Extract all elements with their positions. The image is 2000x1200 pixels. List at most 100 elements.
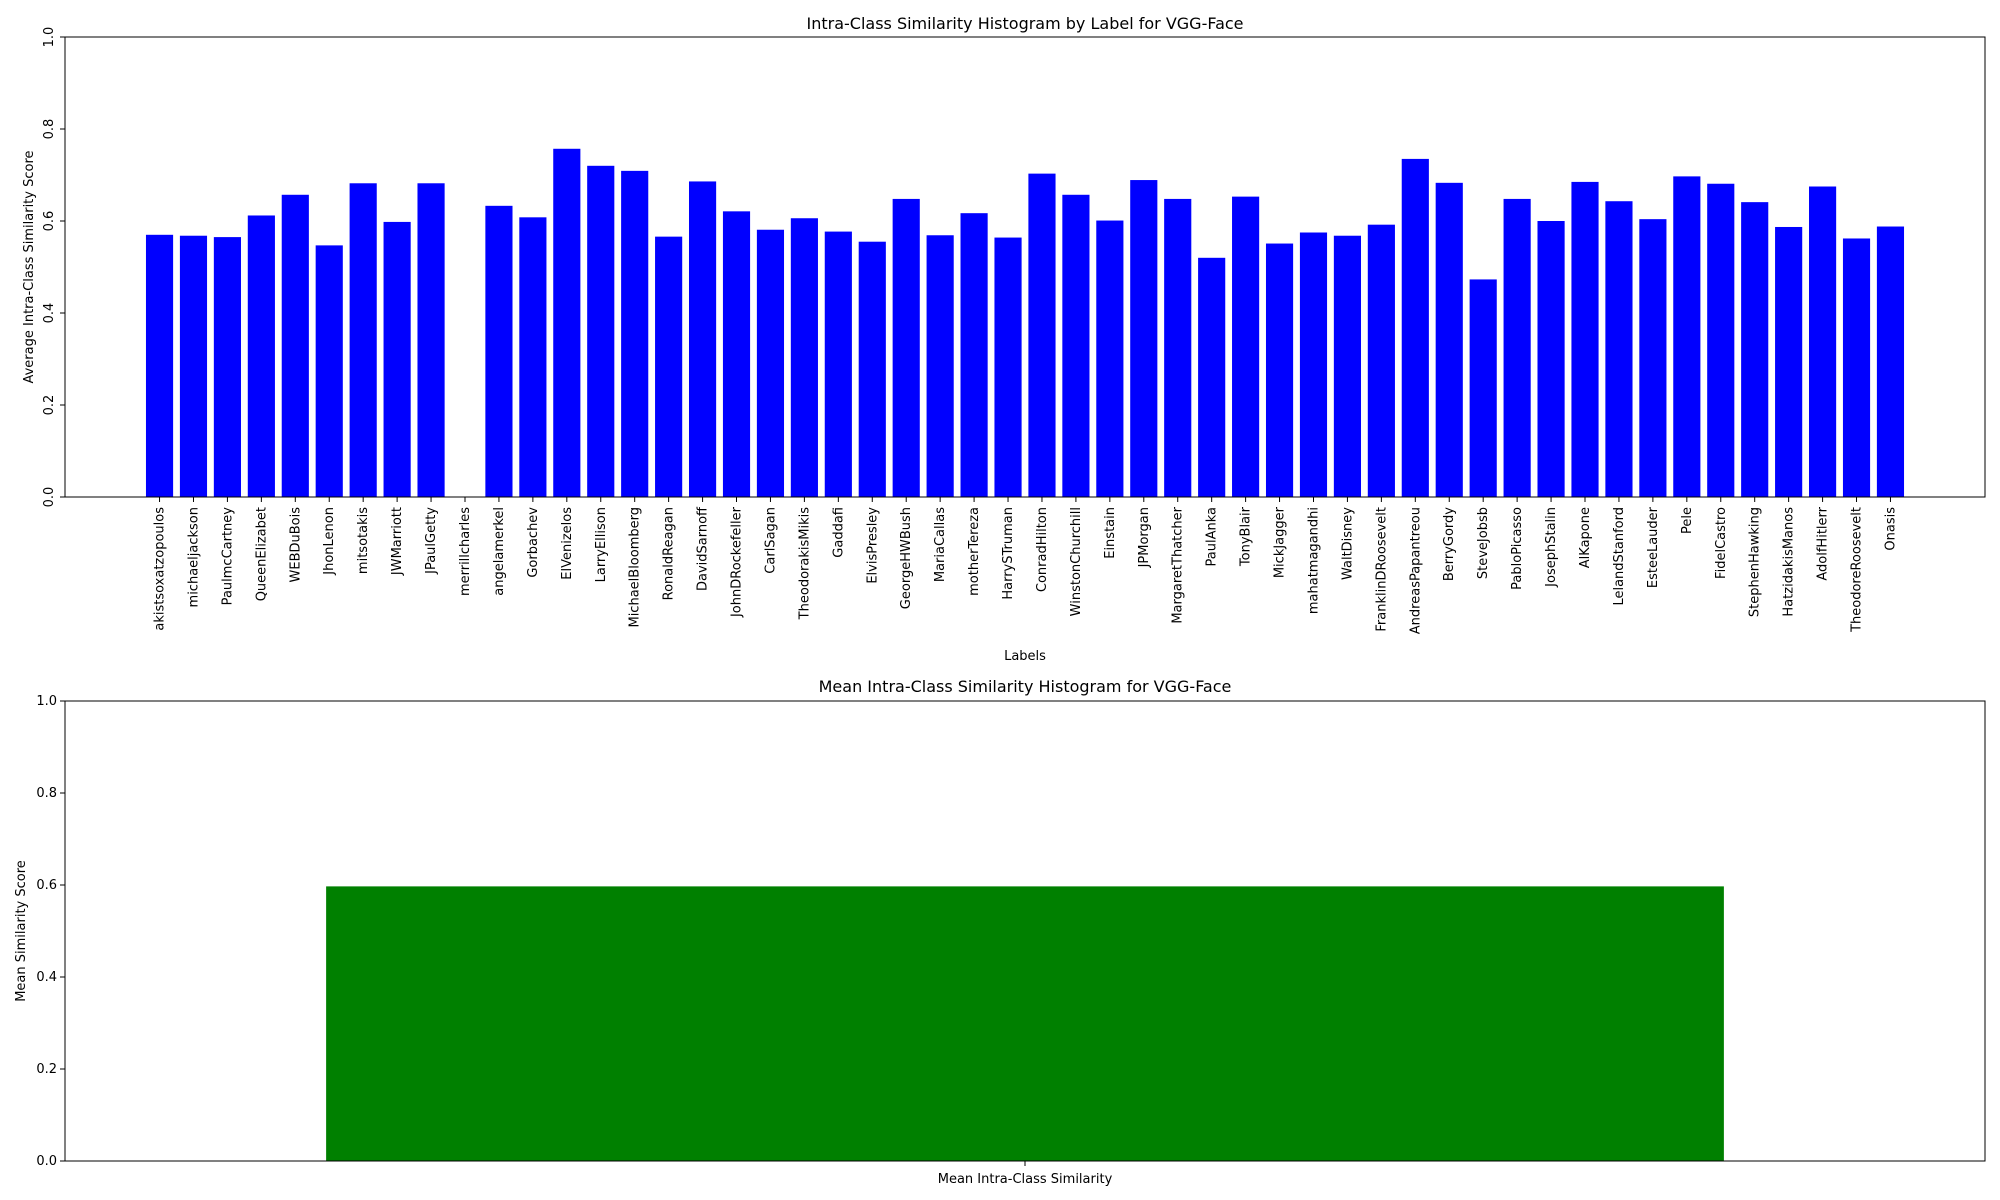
y-axis-label: Average Intra-Class Similarity Score [22, 150, 37, 383]
x-tick-label: ConradHilton [1035, 507, 1050, 592]
bar [1639, 219, 1667, 497]
x-tick-label: SteveJobsb [1476, 507, 1491, 579]
bar [722, 211, 751, 497]
x-tick-label: Mean Intra-Class Similarity [938, 1172, 1113, 1187]
x-tick-label: MickJagger [1273, 506, 1288, 578]
x-tick-label: TheodorakisMikis [797, 507, 812, 621]
x-tick-label: MariaCallas [933, 507, 948, 582]
bar [213, 237, 241, 497]
bar [315, 245, 343, 497]
bar [1062, 194, 1090, 497]
y-axis-label: Mean Similarity Score [14, 860, 29, 1002]
bar [688, 181, 717, 497]
bar [1164, 198, 1192, 498]
bar [485, 205, 513, 497]
x-tick-label: michaeljackson [186, 507, 201, 607]
x-tick-label: LarryEllison [594, 507, 609, 582]
bar [621, 170, 649, 498]
x-tick-label: LelandStanford [1612, 507, 1627, 606]
x-tick-label: PabloPicasso [1510, 507, 1525, 590]
bar [1198, 257, 1226, 497]
bar [1401, 158, 1429, 497]
x-tick-label: WEBDuBois [288, 507, 303, 583]
x-tick-label: angelamerkel [492, 507, 507, 596]
x-tick-label: TonyBlair [1239, 506, 1254, 567]
bar [858, 241, 886, 497]
chart-title: Mean Intra-Class Similarity Histogram fo… [819, 677, 1232, 696]
bar [1842, 238, 1871, 498]
y-tick-label: 0.0 [42, 487, 57, 508]
x-tick-label: JPaulGetty [424, 507, 439, 575]
x-tick-label: TheodoreRoosevelt [1850, 507, 1865, 633]
x-tick-label: merrillcharles [458, 507, 473, 596]
bar [1096, 220, 1124, 498]
x-tick-label: AndreasPapantreou [1408, 507, 1423, 634]
x-tick-label: AdolfHitlerr [1816, 506, 1831, 580]
y-tick-label: 0.8 [36, 786, 57, 801]
x-tick-label: EsteeLauder [1646, 506, 1661, 588]
bar [417, 183, 445, 497]
bar [179, 235, 208, 497]
x-tick-label: akistsoxatzopoulos [153, 507, 168, 631]
bar [247, 215, 275, 498]
x-tick-label: PaulmcCartney [220, 507, 235, 606]
x-tick-label: PaulAnka [1205, 507, 1220, 566]
bar [1707, 183, 1735, 498]
bar [892, 198, 920, 498]
x-tick-label: mahatmagandhi [1306, 507, 1321, 614]
y-tick-label: 0.6 [42, 211, 57, 232]
x-tick-label: RonaldReagan [662, 507, 677, 600]
bar [1265, 243, 1294, 497]
x-tick-label: BerryGordy [1442, 507, 1457, 581]
x-tick-label: MichaelBloomberg [628, 507, 643, 628]
mean-similarity-chart: Mean Intra-Class Similarity Histogram fo… [14, 677, 1986, 1187]
bar [1469, 279, 1497, 497]
bar [1367, 224, 1395, 497]
bar [1775, 226, 1803, 498]
x-tick-label: StephenHawking [1748, 507, 1763, 617]
x-tick-label: WinstonChurchill [1069, 507, 1084, 616]
label-similarity-chart: Intra-Class Similarity Histogram by Labe… [22, 14, 1986, 664]
y-tick-label: 0.2 [36, 1062, 57, 1077]
bar [1333, 235, 1362, 497]
bar [1605, 201, 1633, 497]
x-tick-label: JWMarriott [390, 507, 405, 576]
y-tick-label: 0.4 [36, 970, 57, 985]
x-tick-label: ElvisPresley [865, 507, 880, 584]
bar [756, 229, 785, 498]
chart-title: Intra-Class Similarity Histogram by Labe… [806, 14, 1243, 33]
bar [1028, 173, 1056, 497]
x-tick-label: FranklinDRoosevelt [1374, 507, 1389, 632]
x-tick-label: WaltDisney [1340, 507, 1355, 580]
bar [926, 235, 954, 497]
bar [1435, 182, 1463, 497]
x-tick-label: CarlSagan [763, 507, 778, 574]
y-tick-label: 1.0 [36, 694, 57, 709]
bar [326, 886, 1724, 1161]
bar [1741, 202, 1769, 497]
bar [281, 194, 309, 497]
bar [587, 165, 615, 498]
x-tick-label: Gorbachev [526, 507, 541, 578]
x-tick-label: QueenElizabet [254, 507, 269, 601]
bar [1809, 186, 1837, 497]
bar [1503, 198, 1531, 498]
y-tick-label: 0.8 [42, 119, 57, 140]
bar [1571, 181, 1599, 497]
bar [145, 234, 174, 498]
y-tick-label: 0.2 [42, 395, 57, 416]
bar [790, 218, 818, 498]
bar [1673, 176, 1701, 497]
bar [349, 183, 377, 497]
x-tick-label: motherTereza [967, 507, 982, 596]
bar [994, 237, 1022, 497]
bar [383, 221, 411, 498]
y-tick-label: 1.0 [42, 27, 57, 48]
x-tick-label: Pele [1680, 507, 1695, 534]
x-tick-label: Einstain [1103, 507, 1118, 559]
bar [824, 231, 852, 497]
plot-frame [64, 36, 1986, 498]
x-tick-label: FidelCastro [1714, 507, 1729, 579]
bar [1130, 180, 1158, 497]
